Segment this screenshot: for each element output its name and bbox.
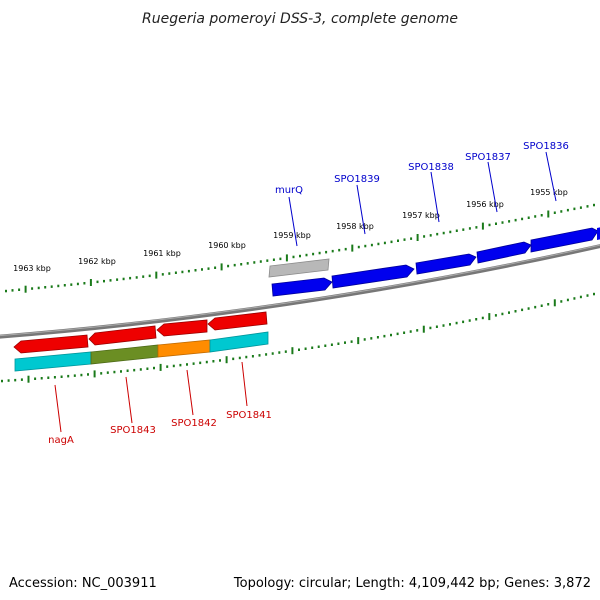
genome-backbone (0, 244, 600, 339)
gene-block-SPO1843[interactable] (90, 344, 159, 365)
gene-label-nagA[interactable]: nagA (48, 435, 74, 446)
kbp-label-1955: 1955 kbp (530, 188, 568, 197)
kbp-label-1957: 1957 kbp (402, 211, 440, 220)
gene-label-SPO1843[interactable]: SPO1843 (110, 425, 156, 436)
gene-label-murQ[interactable]: murQ (275, 185, 303, 196)
gene-arrow-SPO1837[interactable] (476, 241, 532, 264)
kbp-label-1961: 1961 kbp (143, 249, 181, 258)
upper-tick-marks (5, 203, 595, 293)
gene-label-SPO1841[interactable]: SPO1841 (226, 410, 272, 421)
gene-arrow-red-4[interactable] (207, 311, 268, 331)
gene-block-SPO1841[interactable] (209, 331, 269, 353)
reverse-genes-colored (14, 331, 269, 372)
gene-label-SPO1839[interactable]: SPO1839 (334, 174, 380, 185)
gene-arrow-murQ[interactable] (271, 277, 333, 297)
upper-tick-scale: 1963 kbp 1962 kbp 1961 kbp 1960 kbp 1959… (5, 188, 595, 293)
gene-arrow-edge[interactable] (597, 227, 600, 240)
kbp-label-1959: 1959 kbp (273, 231, 311, 240)
gene-arrow-grey[interactable] (268, 258, 330, 278)
gene-label-SPO1842[interactable]: SPO1842 (171, 418, 217, 429)
gene-arrow-red-2[interactable] (88, 325, 157, 346)
accession-text: Accession: NC_003911 (9, 576, 157, 591)
lower-tick-scale (1, 292, 595, 383)
upper-gene-labels: murQ SPO1839 SPO1838 SPO1837 SPO1836 (275, 141, 569, 247)
kbp-label-1958: 1958 kbp (336, 222, 374, 231)
gene-block-SPO1842[interactable] (157, 339, 211, 358)
kbp-label-1956: 1956 kbp (466, 200, 504, 209)
gene-block-nagA[interactable] (14, 351, 92, 372)
gene-arrow-red-3[interactable] (156, 319, 208, 337)
kbp-labels: 1963 kbp 1962 kbp 1961 kbp 1960 kbp 1959… (13, 188, 568, 273)
gene-arrow-red-1[interactable] (13, 334, 89, 354)
gene-label-SPO1838[interactable]: SPO1838 (408, 162, 454, 173)
gene-arrow-SPO1838[interactable] (415, 253, 477, 275)
map-title: Ruegeria pomeroyi DSS-3, complete genome (142, 11, 458, 27)
gene-arrow-SPO1839[interactable] (331, 264, 415, 289)
kbp-label-1963: 1963 kbp (13, 264, 51, 273)
reverse-genes-red (13, 311, 268, 354)
kbp-label-1962: 1962 kbp (78, 257, 116, 266)
kbp-label-1960: 1960 kbp (208, 241, 246, 250)
topology-summary: Topology: circular; Length: 4,109,442 bp… (233, 576, 591, 591)
gene-label-SPO1836[interactable]: SPO1836 (523, 141, 569, 152)
forward-genes (268, 227, 600, 297)
gene-arrow-SPO1836[interactable] (530, 227, 599, 253)
lower-gene-labels: nagA SPO1843 SPO1842 SPO1841 (48, 361, 272, 446)
gene-label-SPO1837[interactable]: SPO1837 (465, 152, 511, 163)
